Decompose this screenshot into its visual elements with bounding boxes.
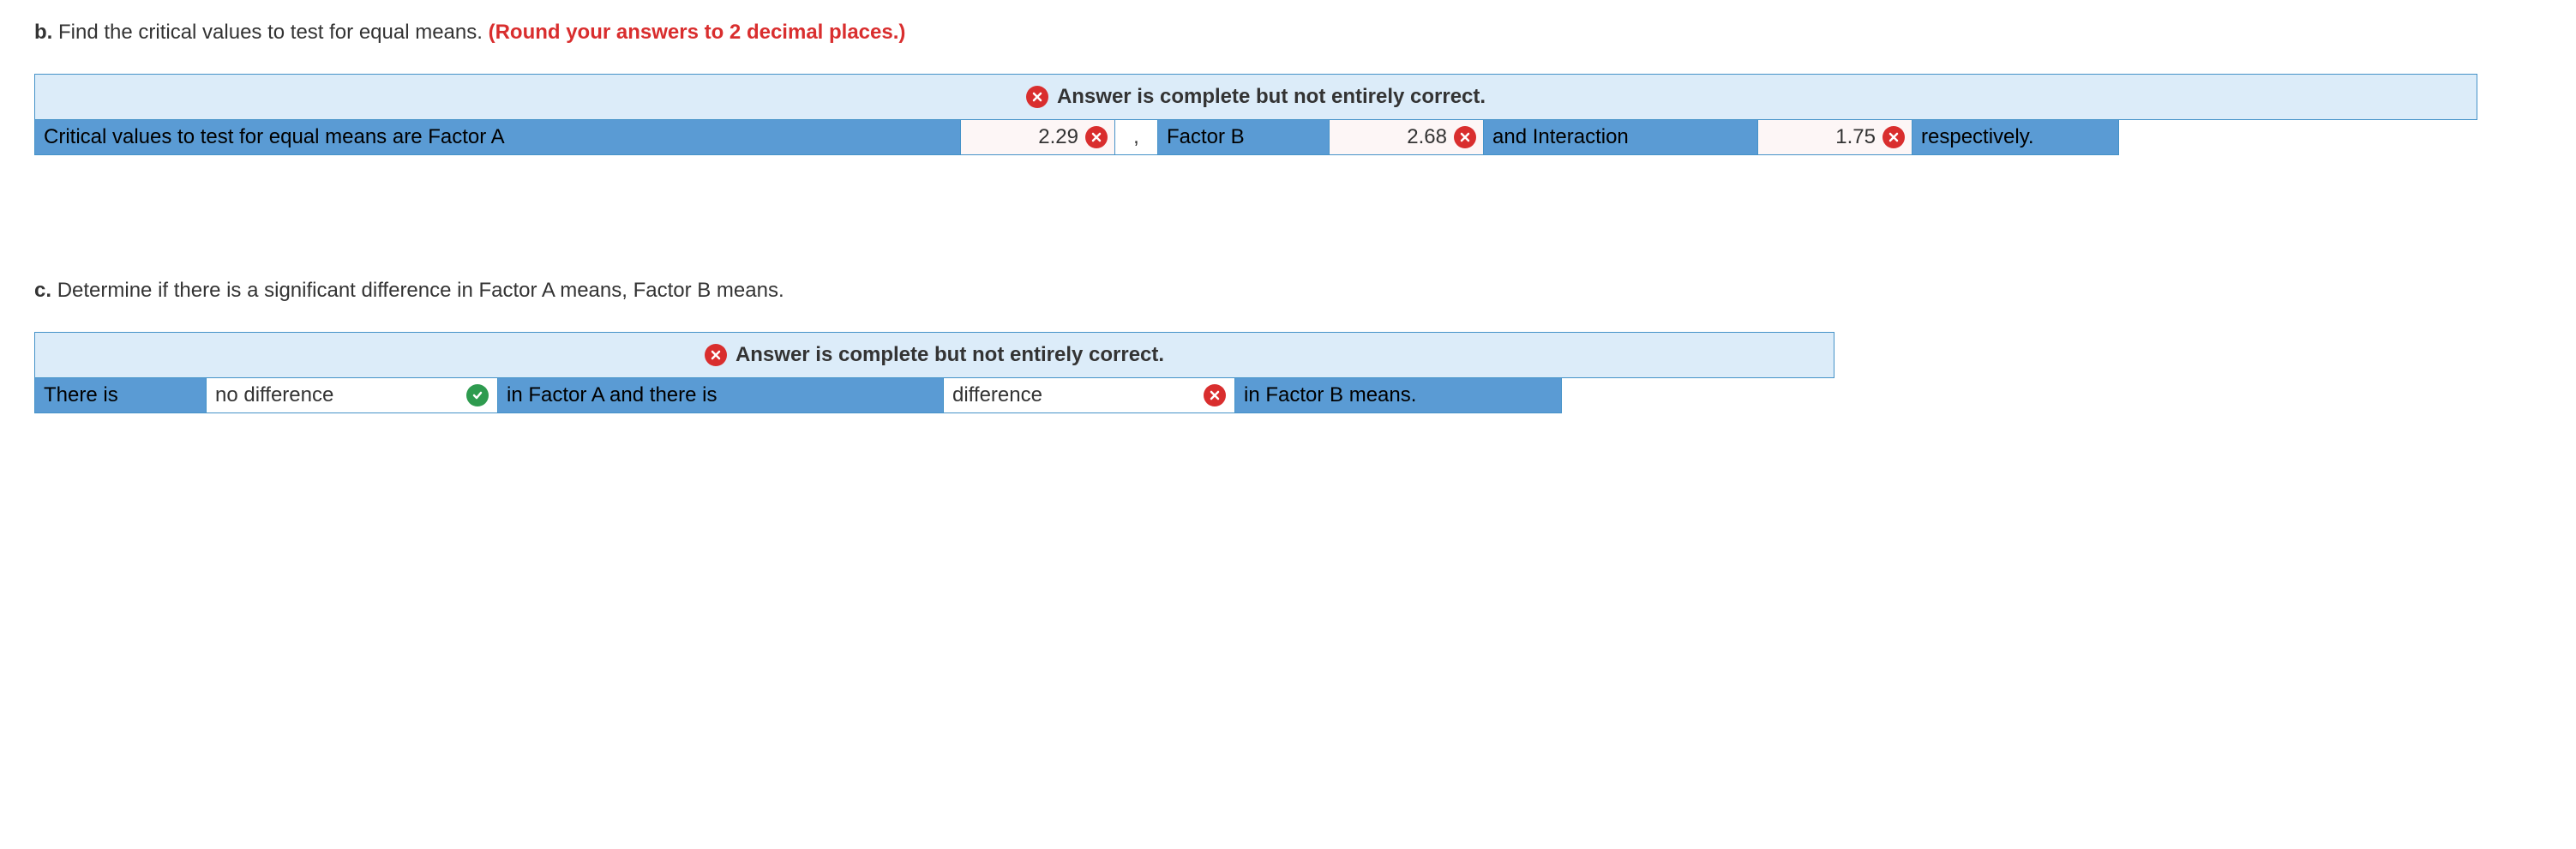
part-c-feedback-text: Answer is complete but not entirely corr… <box>736 343 1164 367</box>
label-in-factor-b: in Factor B means. <box>1235 378 1561 412</box>
separator-comma: , <box>1115 120 1158 154</box>
part-b-feedback-text: Answer is complete but not entirely corr… <box>1057 85 1486 109</box>
value-interaction: 1.75 <box>1835 125 1876 149</box>
dropdown-factor-b[interactable]: difference <box>944 378 1235 412</box>
label-respectively: respectively. <box>1912 120 2118 154</box>
value-factor-b: 2.68 <box>1407 125 1447 149</box>
dropdown-factor-a-value: no difference <box>215 383 459 407</box>
part-b-answer-row: Critical values to test for equal means … <box>34 120 2119 155</box>
part-b-label: b. <box>34 21 52 44</box>
part-b-section: b. Find the critical values to test for … <box>34 17 2542 155</box>
input-interaction[interactable]: 1.75 <box>1758 120 1912 154</box>
part-b-hint: (Round your answers to 2 decimal places.… <box>489 21 906 44</box>
x-icon <box>1204 384 1226 406</box>
dropdown-factor-b-value: difference <box>952 383 1197 407</box>
label-there-is: There is <box>35 378 207 412</box>
label-factor-b: Factor B <box>1158 120 1330 154</box>
check-icon <box>466 384 489 406</box>
value-factor-a: 2.29 <box>1038 125 1078 149</box>
dropdown-factor-a[interactable]: no difference <box>207 378 498 412</box>
input-factor-a[interactable]: 2.29 <box>961 120 1115 154</box>
x-icon <box>1085 126 1108 148</box>
label-in-factor-a: in Factor A and there is <box>498 378 944 412</box>
input-factor-b[interactable]: 2.68 <box>1330 120 1484 154</box>
x-icon <box>1454 126 1476 148</box>
part-c-answer-row: There is no difference in Factor A and t… <box>34 378 1562 413</box>
part-c-section: c. Determine if there is a significant d… <box>34 275 2542 413</box>
part-b-feedback-bar: Answer is complete but not entirely corr… <box>34 74 2477 120</box>
part-b-prompt: Find the critical values to test for equ… <box>58 21 483 44</box>
part-c-label: c. <box>34 279 51 302</box>
x-icon <box>1026 86 1048 108</box>
x-icon <box>1882 126 1905 148</box>
label-factor-a: Critical values to test for equal means … <box>35 120 961 154</box>
label-interaction: and Interaction <box>1484 120 1758 154</box>
part-b-question: b. Find the critical values to test for … <box>34 17 2542 48</box>
part-c-question: c. Determine if there is a significant d… <box>34 275 2542 306</box>
x-icon <box>705 344 727 366</box>
part-c-feedback-bar: Answer is complete but not entirely corr… <box>34 332 1834 378</box>
part-c-prompt: Determine if there is a significant diff… <box>57 279 784 302</box>
